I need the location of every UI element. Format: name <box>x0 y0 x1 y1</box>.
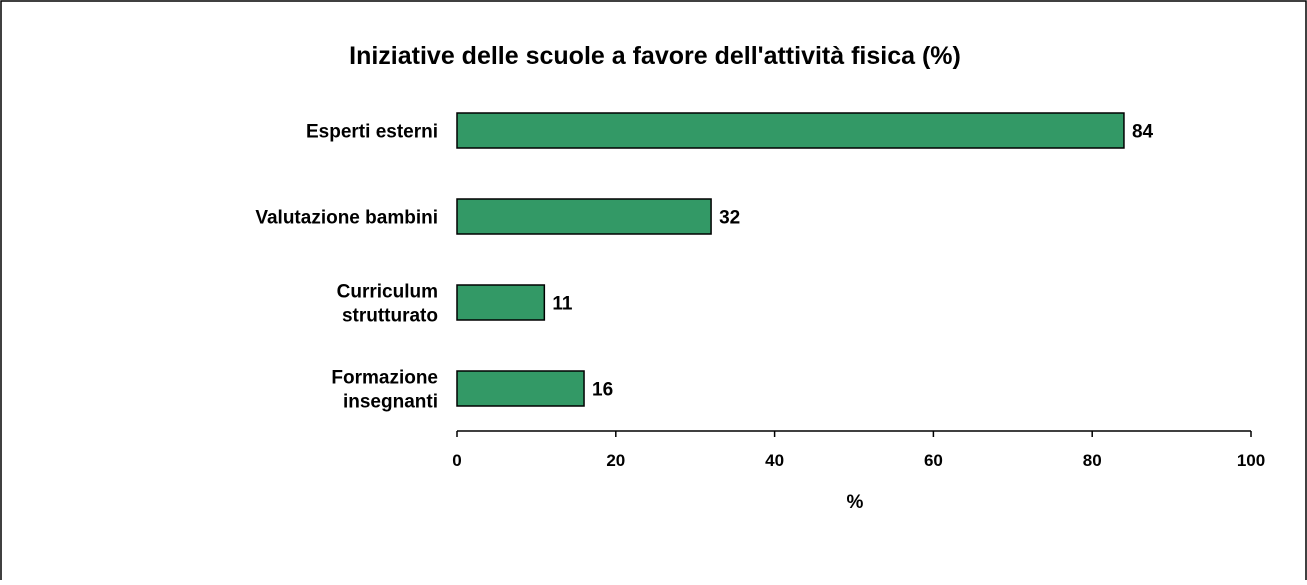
category-label: Formazione <box>331 368 438 389</box>
bars-group: 84 Esperti esterni 32 Valutazione bambini 11… <box>255 112 1154 413</box>
category-label: strutturato <box>342 306 438 327</box>
x-axis: 0 20 40 60 80 100 <box>452 430 1265 470</box>
data-label: 84 <box>1132 122 1154 143</box>
category-label: Curriculum <box>337 282 438 303</box>
bar <box>456 198 712 235</box>
x-tick-label: 80 <box>1083 451 1102 470</box>
x-tick-label: 0 <box>452 451 461 470</box>
data-label: 32 <box>719 208 740 229</box>
x-tick-label: 60 <box>924 451 943 470</box>
x-axis-label: % <box>847 492 864 513</box>
bar <box>456 284 546 321</box>
data-label: 16 <box>592 380 613 401</box>
x-tick-label: 100 <box>1237 451 1265 470</box>
category-label: insegnanti <box>343 392 438 413</box>
x-tick-label: 20 <box>606 451 625 470</box>
bar <box>456 112 1125 149</box>
category-label: Valutazione bambini <box>255 208 438 229</box>
x-tick-label: 40 <box>765 451 784 470</box>
bar <box>456 370 585 407</box>
chart-title: Iniziative delle scuole a favore dell'at… <box>349 42 961 70</box>
data-label: 11 <box>552 294 573 315</box>
category-label: Esperti esterni <box>306 122 438 143</box>
